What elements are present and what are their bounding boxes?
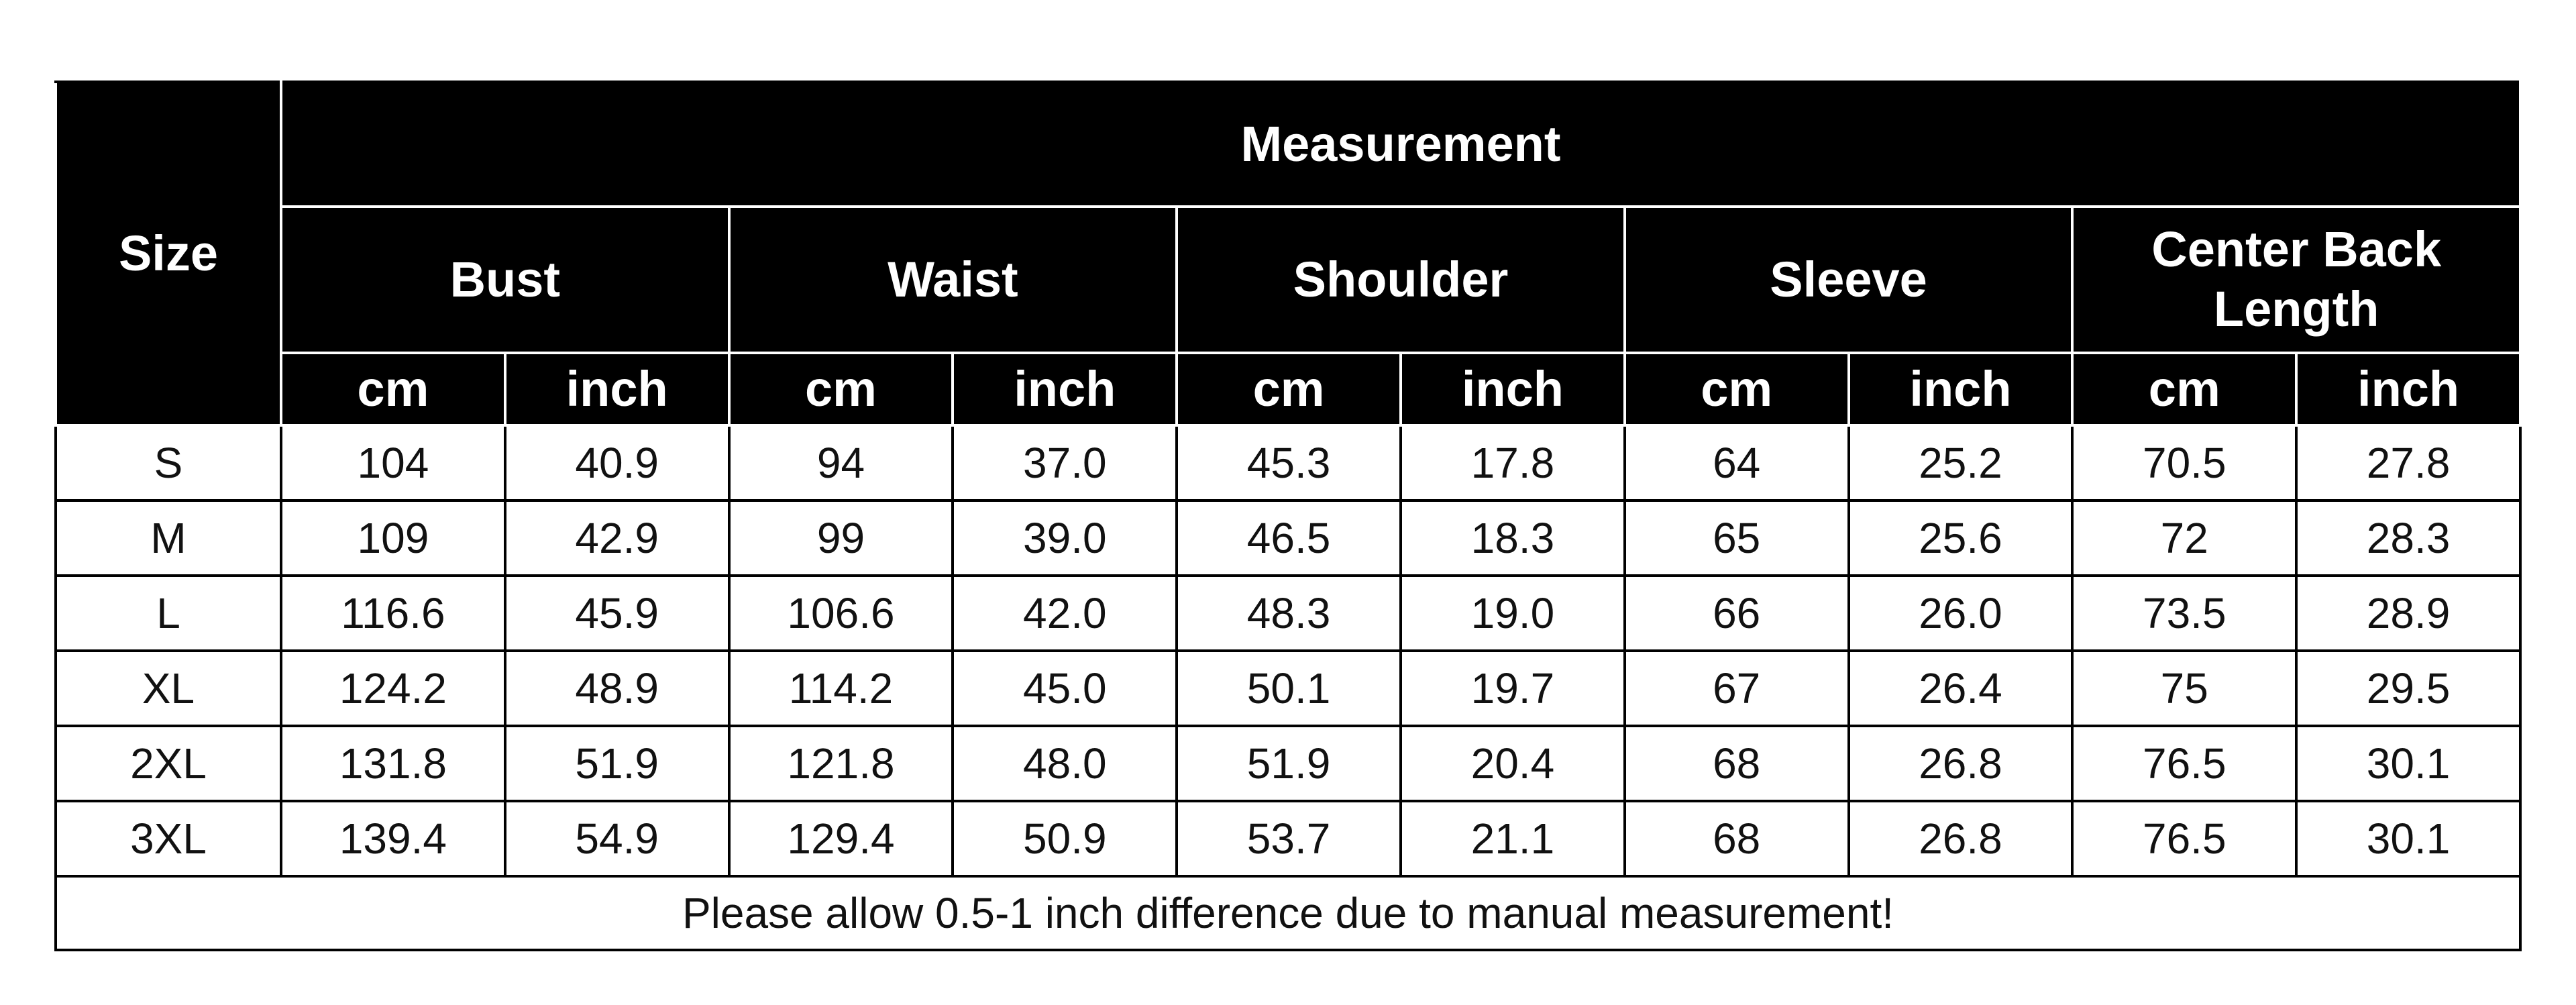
size-cell: 2XL [54,725,282,802]
value-cell: 26.4 [1847,649,2074,727]
value-cell: 99 [727,499,955,577]
value-cell: 68 [1623,800,1850,878]
value-cell: 26.8 [1847,800,2074,878]
size-chart: Size Measurement Bust Waist Shoulder Sleeve Ce… [54,81,2522,951]
value-cell: 27.8 [2295,424,2522,502]
value-cell: 53.7 [1175,800,1402,878]
value-cell: 121.8 [727,725,955,802]
table-row: 2XL 131.8 51.9 121.8 48.0 51.9 20.4 68 26.8 76.5 3… [54,725,2522,802]
value-cell: 45.3 [1175,424,1402,502]
unit-header: cm [2071,352,2298,427]
value-cell: 30.1 [2295,725,2522,802]
value-cell: 104 [280,424,506,502]
value-cell: 66 [1623,574,1850,652]
unit-header: inch [2295,352,2522,427]
table-row: cm inch cm inch cm inch cm inch cm inch [56,352,2522,427]
value-cell: 19.0 [1399,574,1626,652]
value-cell: 20.4 [1399,725,1626,802]
value-cell: 73.5 [2071,574,2298,652]
value-cell: 67 [1623,649,1850,727]
size-cell: S [54,424,282,502]
unit-header: inch [1847,352,2074,427]
value-cell: 45.9 [503,574,731,652]
value-cell: 50.9 [951,800,1179,878]
value-cell: 26.8 [1847,725,2074,802]
value-cell: 72 [2071,499,2298,577]
value-cell: 76.5 [2071,725,2298,802]
value-cell: 48.0 [951,725,1179,802]
measurement-header: Measurement [280,81,2522,208]
size-cell: 3XL [54,800,282,878]
unit-header: cm [1175,352,1402,427]
size-header: Size [54,81,282,427]
value-cell: 30.1 [2295,800,2522,878]
value-cell: 48.3 [1175,574,1402,652]
value-cell: 25.2 [1847,424,2074,502]
value-cell: 65 [1623,499,1850,577]
value-cell: 18.3 [1399,499,1626,577]
table-row: S 104 40.9 94 37.0 45.3 17.8 64 25.2 70.5 27.8 [54,424,2522,502]
group-header: Bust [280,205,731,354]
value-cell: 51.9 [503,725,731,802]
value-cell: 75 [2071,649,2298,727]
table-row: L 116.6 45.9 106.6 42.0 48.3 19.0 66 26.0 73.5 28.… [54,574,2522,652]
value-cell: 28.9 [2295,574,2522,652]
size-cell: L [54,574,282,652]
unit-header: cm [280,352,506,427]
size-cell: M [54,499,282,577]
value-cell: 39.0 [951,499,1179,577]
table-row: 3XL 139.4 54.9 129.4 50.9 53.7 21.1 68 26.8 76.5 3… [54,800,2522,878]
table-row: Please allow 0.5-1 inch difference due t… [54,875,2522,951]
value-cell: 68 [1623,725,1850,802]
group-header: Shoulder [1175,205,1626,354]
value-cell: 51.9 [1175,725,1402,802]
value-cell: 131.8 [280,725,506,802]
footer-note: Please allow 0.5-1 inch difference due t… [54,875,2522,951]
value-cell: 124.2 [280,649,506,727]
value-cell: 40.9 [503,424,731,502]
value-cell: 50.1 [1175,649,1402,727]
table-row: XL 124.2 48.9 114.2 45.0 50.1 19.7 67 26.4 75 29.5 [54,649,2522,727]
value-cell: 48.9 [503,649,731,727]
value-cell: 139.4 [280,800,506,878]
unit-header: inch [951,352,1179,427]
unit-header: inch [1399,352,1626,427]
value-cell: 29.5 [2295,649,2522,727]
value-cell: 129.4 [727,800,955,878]
value-cell: 25.6 [1847,499,2074,577]
value-cell: 70.5 [2071,424,2298,502]
group-header: Sleeve [1623,205,2074,354]
size-cell: XL [54,649,282,727]
value-cell: 46.5 [1175,499,1402,577]
table-row: Bust Waist Shoulder Sleeve Center Back Lengt… [56,205,2522,354]
value-cell: 37.0 [951,424,1179,502]
value-cell: 76.5 [2071,800,2298,878]
value-cell: 45.0 [951,649,1179,727]
group-header: Waist [727,205,1179,354]
size-table: Size Measurement Bust Waist Shoulder Sleeve Ce… [54,81,2522,951]
value-cell: 64 [1623,424,1850,502]
value-cell: 21.1 [1399,800,1626,878]
value-cell: 94 [727,424,955,502]
value-cell: 109 [280,499,506,577]
table-row: M 109 42.9 99 39.0 46.5 18.3 65 25.6 72 28.3 [54,499,2522,577]
value-cell: 116.6 [280,574,506,652]
value-cell: 42.0 [951,574,1179,652]
value-cell: 28.3 [2295,499,2522,577]
unit-header: inch [503,352,731,427]
table-row: Size Measurement [54,81,2522,427]
unit-header: cm [1623,352,1850,427]
value-cell: 19.7 [1399,649,1626,727]
value-cell: 106.6 [727,574,955,652]
group-header: Center Back Length [2071,205,2522,354]
value-cell: 54.9 [503,800,731,878]
value-cell: 26.0 [1847,574,2074,652]
unit-header: cm [727,352,955,427]
value-cell: 42.9 [503,499,731,577]
value-cell: 114.2 [727,649,955,727]
value-cell: 17.8 [1399,424,1626,502]
